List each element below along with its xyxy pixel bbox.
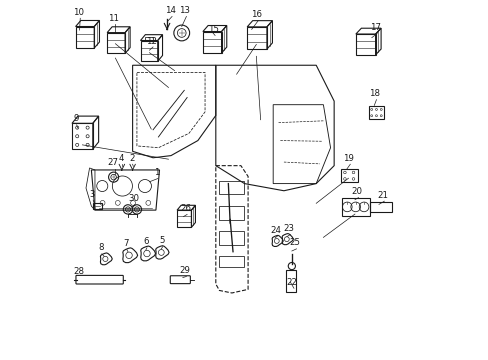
Text: 19: 19: [343, 154, 353, 163]
Text: 20: 20: [351, 187, 362, 196]
Bar: [340, 169, 357, 182]
Text: 4: 4: [118, 154, 123, 163]
Text: 18: 18: [368, 89, 380, 98]
Bar: [218, 231, 244, 244]
Bar: [369, 202, 391, 212]
Text: 7: 7: [123, 239, 128, 248]
Bar: [285, 270, 296, 292]
Bar: [218, 206, 244, 220]
Text: 13: 13: [179, 6, 190, 15]
Text: 5: 5: [159, 236, 164, 245]
Text: 28: 28: [73, 267, 84, 276]
Text: 23: 23: [283, 224, 294, 233]
Text: 8: 8: [98, 243, 103, 252]
Bar: [218, 256, 244, 267]
Text: 16: 16: [250, 10, 262, 19]
Text: 12: 12: [145, 36, 157, 45]
Bar: [368, 106, 383, 119]
Text: 11: 11: [108, 14, 119, 23]
Bar: [93, 203, 102, 210]
Text: 17: 17: [369, 23, 380, 32]
Bar: [341, 198, 369, 216]
Text: 27: 27: [107, 158, 118, 167]
Text: 9: 9: [73, 114, 78, 123]
Text: 24: 24: [270, 225, 281, 234]
Bar: [218, 181, 244, 194]
Text: 2: 2: [129, 154, 134, 163]
Text: 10: 10: [73, 8, 84, 17]
Text: 3: 3: [89, 190, 95, 199]
Text: 15: 15: [207, 25, 219, 34]
Text: 29: 29: [179, 266, 190, 275]
Text: 14: 14: [164, 6, 176, 15]
Text: 25: 25: [289, 238, 300, 247]
Text: 22: 22: [286, 278, 297, 287]
Text: 26: 26: [180, 204, 190, 213]
Text: 30: 30: [128, 194, 139, 203]
Text: 21: 21: [376, 191, 387, 200]
Text: 6: 6: [143, 237, 148, 246]
Text: 1: 1: [154, 168, 159, 177]
